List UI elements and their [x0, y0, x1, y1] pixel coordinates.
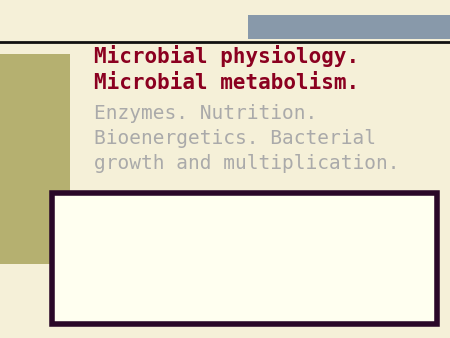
Text: growth and multiplication.: growth and multiplication.	[94, 154, 400, 173]
Bar	[248, 15, 450, 39]
Text: Enzymes. Nutrition.: Enzymes. Nutrition.	[94, 104, 318, 123]
Text: Bioenergetics. Bacterial: Bioenergetics. Bacterial	[94, 129, 377, 148]
Bar	[52, 193, 436, 324]
Bar	[0, 54, 70, 264]
Text: Microbial physiology.: Microbial physiology.	[94, 45, 360, 67]
Text: Microbial metabolism.: Microbial metabolism.	[94, 73, 360, 93]
